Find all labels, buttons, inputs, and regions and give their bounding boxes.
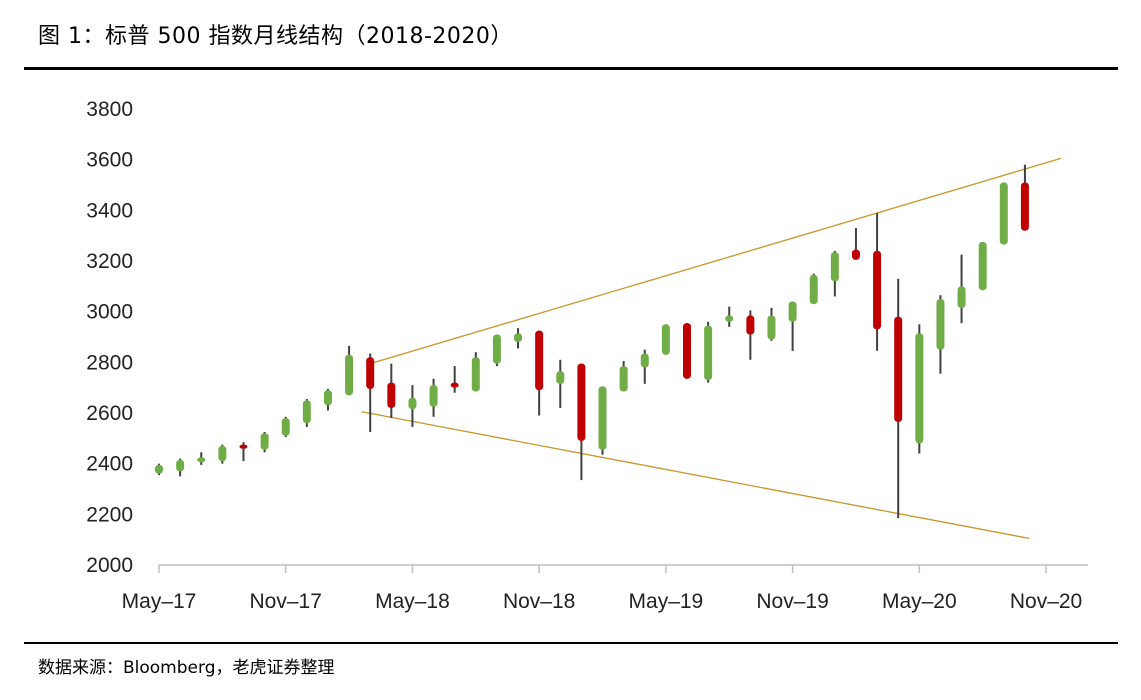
candle-body-down	[450, 382, 459, 388]
candle-body-up	[302, 400, 311, 424]
candle-body-up	[281, 418, 290, 436]
candle-body-down	[894, 316, 903, 422]
y-tick-label: 3400	[86, 199, 133, 222]
candle-body-up	[640, 353, 649, 368]
x-tick-label: Nov–20	[1010, 590, 1082, 613]
candle-body-up	[809, 274, 818, 305]
trendline	[370, 157, 1062, 365]
candle-body-down	[366, 357, 375, 389]
candle-body-up	[345, 354, 354, 396]
candle-body-down	[683, 323, 691, 379]
y-tick-label: 3600	[86, 149, 133, 172]
candle-body-up	[514, 333, 523, 343]
candle-body-up	[197, 457, 206, 463]
y-tick-label: 2400	[86, 453, 133, 476]
candle-body-up	[978, 242, 987, 291]
x-tick-label: Nov–19	[756, 590, 828, 613]
candle-body-up	[429, 385, 438, 407]
candle-body-down	[239, 444, 248, 449]
candle-body-down	[535, 330, 544, 391]
candle-body-down	[851, 249, 860, 260]
candle-body-up	[957, 286, 966, 308]
candle-body-up	[176, 459, 185, 472]
candle-body-down	[1020, 182, 1029, 231]
candle-body-up	[767, 315, 776, 340]
candle-body-up	[556, 371, 565, 384]
candle-body-up	[725, 315, 734, 322]
candle-body-up	[788, 301, 797, 322]
candle-body-up	[260, 433, 269, 450]
candle-body-up	[492, 334, 501, 364]
candle-body-up	[598, 386, 607, 450]
source-note: 数据来源：Bloomberg，老虎证券整理	[38, 658, 335, 678]
candle-body-up	[471, 357, 480, 392]
candle-body-up	[830, 252, 839, 282]
y-tick-label: 3200	[86, 250, 133, 273]
candle-body-up	[661, 324, 670, 355]
x-tick-label: Nov–17	[250, 590, 322, 613]
x-tick-label: May–20	[882, 590, 957, 613]
candle-body-up	[323, 390, 332, 406]
candle-body-up	[408, 397, 417, 410]
candle-body-down	[746, 315, 755, 335]
candle-body-down	[577, 363, 586, 441]
bottom-rule	[24, 642, 1118, 644]
candlestick-chart: 2000 2200 2400 2600 2800 3000 3200 3400 3600 3800…	[86, 98, 1088, 613]
chart-title: 图 1：标普 500 指数月线结构（2018-2020）	[38, 24, 513, 49]
x-tick-label: May–18	[375, 590, 450, 613]
candle-body-up	[218, 445, 227, 462]
candle-body-up	[155, 464, 163, 474]
candle-body-up	[915, 333, 924, 444]
x-tick-label: May–17	[122, 590, 197, 613]
candle-body-up	[619, 366, 628, 392]
y-tick-label: 3000	[86, 301, 133, 324]
candle-body-up	[936, 299, 945, 350]
candle-body-up	[704, 325, 713, 381]
x-tick-label: Nov–18	[503, 590, 575, 613]
x-tick-label: May–19	[629, 590, 704, 613]
y-tick-label: 3800	[86, 98, 133, 121]
candle-body-down	[387, 382, 396, 408]
y-tick-label: 2600	[86, 402, 133, 425]
y-tick-label: 2800	[86, 351, 133, 374]
y-tick-label: 2000	[86, 554, 133, 577]
trendline	[361, 411, 1030, 540]
top-rule	[24, 67, 1118, 70]
candle-body-down	[873, 250, 882, 330]
y-tick-label: 2200	[86, 503, 133, 526]
candle-body-up	[999, 182, 1008, 245]
